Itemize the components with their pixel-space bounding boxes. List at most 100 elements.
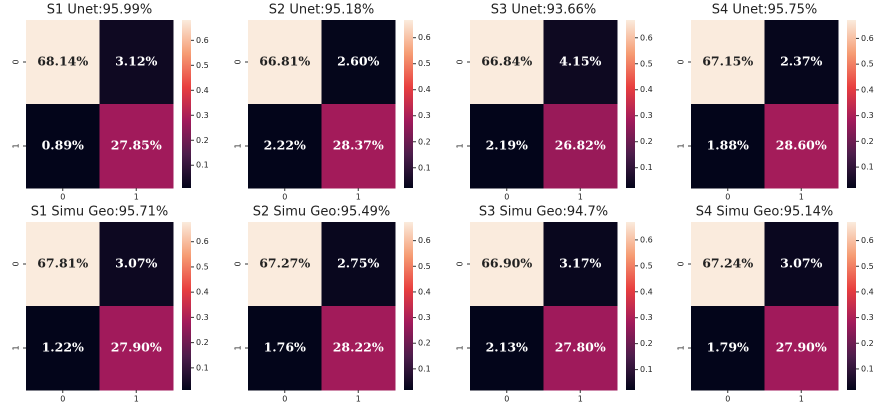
x-tick-label: 1 [799, 395, 804, 404]
cell-label: 2.60% [337, 54, 379, 69]
colorbar-tick-label: 0.6 [640, 33, 653, 42]
cell-label: 2.19% [486, 138, 528, 153]
colorbar [404, 20, 413, 188]
colorbar-tick-label: 0.4 [196, 86, 209, 95]
x-tick-label: 1 [134, 395, 139, 404]
x-tick-label: 1 [356, 395, 361, 404]
cell-label: 27.85% [111, 138, 162, 153]
cell-label: 3.17% [559, 256, 601, 271]
colorbar [626, 20, 635, 188]
heatmap-cell [321, 222, 396, 307]
heatmap-cell [99, 222, 174, 307]
colorbar-tick-label: 0.1 [861, 364, 874, 373]
y-tick-label: 1 [677, 143, 686, 148]
heatmap-cell [321, 104, 396, 189]
colorbar-tick-label: 0.5 [640, 59, 653, 68]
x-tick-label: 1 [799, 193, 804, 202]
y-tick-label: 0 [12, 59, 21, 64]
cell-label: 66.84% [481, 54, 532, 69]
heatmap-cell [26, 306, 100, 391]
colorbar-tick-label: 0.1 [861, 163, 874, 172]
chart-title: S1 Simu Geo:95.71% [31, 205, 169, 220]
y-tick-label: 1 [456, 345, 465, 350]
cell-label: 66.90% [481, 256, 532, 271]
colorbar [182, 222, 191, 390]
cell-label: 28.22% [333, 340, 384, 355]
colorbar-tick-label: 0.5 [861, 60, 874, 69]
colorbar-tick-label: 0.4 [640, 85, 653, 94]
heatmap-cell [543, 306, 618, 391]
colorbar-tick-label: 0.5 [196, 262, 209, 271]
colorbar-tick-label: 0.2 [640, 137, 653, 146]
chart-title: S3 Simu Geo:94.7% [479, 205, 608, 220]
colorbar-tick-label: 0.6 [640, 235, 653, 244]
colorbar-tick-label: 0.2 [196, 136, 209, 145]
chart-title: S4 Unet:95.75% [712, 3, 817, 18]
cell-label: 67.15% [702, 54, 753, 69]
colorbar-tick-label: 0.1 [196, 161, 209, 170]
colorbar-tick-label: 0.6 [861, 34, 874, 43]
y-tick-label: 1 [12, 143, 21, 148]
heatmap-cell [248, 222, 322, 307]
colorbar-tick-label: 0.5 [640, 261, 653, 270]
colorbar-tick-label: 0.5 [418, 262, 431, 271]
colorbar-tick-label: 0.1 [640, 365, 653, 374]
heatmap-cell [691, 104, 765, 189]
x-tick-label: 1 [356, 193, 361, 202]
colorbar-tick-label: 0.3 [640, 111, 653, 120]
colorbar-tick-label: 0.3 [640, 313, 653, 322]
heatmap-cell [470, 104, 544, 189]
colorbar-tick-label: 0.6 [196, 237, 209, 246]
heatmap-cell [26, 222, 100, 307]
heatmap-cell [764, 20, 839, 105]
colorbar-tick-label: 0.3 [418, 313, 431, 322]
cell-label: 67.81% [37, 256, 88, 271]
colorbar-tick-label: 0.4 [418, 85, 431, 94]
cell-label: 1.76% [264, 340, 306, 355]
colorbar-tick-label: 0.3 [418, 111, 431, 120]
cell-label: 3.07% [115, 256, 157, 271]
colorbar-tick-label: 0.2 [196, 338, 209, 347]
colorbar-tick-label: 0.4 [861, 85, 874, 94]
colorbar-tick-label: 0.5 [861, 262, 874, 271]
colorbar-tick-label: 0.3 [861, 111, 874, 120]
heatmap-cell [248, 20, 322, 105]
y-tick-label: 1 [234, 345, 243, 350]
heatmap-cell [248, 306, 322, 391]
colorbar-tick-label: 0.5 [196, 61, 209, 70]
cell-label: 2.75% [337, 256, 379, 271]
colorbar-tick-label: 0.3 [196, 313, 209, 322]
cell-label: 68.14% [37, 54, 88, 69]
heatmap-cell [248, 104, 322, 189]
colorbar [182, 20, 191, 188]
y-tick-label: 1 [456, 143, 465, 148]
x-tick-label: 1 [134, 193, 139, 202]
y-tick-label: 1 [234, 143, 243, 148]
colorbar-tick-label: 0.4 [640, 287, 653, 296]
cell-label: 66.81% [259, 54, 310, 69]
heatmap-cell [470, 20, 544, 105]
cell-label: 67.27% [259, 256, 310, 271]
y-tick-label: 1 [12, 345, 21, 350]
x-tick-label: 1 [578, 193, 583, 202]
cell-label: 1.88% [707, 138, 749, 153]
cell-label: 1.79% [707, 340, 749, 355]
colorbar-tick-label: 0.4 [418, 287, 431, 296]
y-tick-label: 0 [12, 261, 21, 266]
heatmap-cell [691, 20, 765, 105]
heatmap-cell [543, 20, 618, 105]
x-tick-label: 0 [60, 395, 65, 404]
y-tick-label: 0 [456, 59, 465, 64]
y-tick-label: 0 [456, 261, 465, 266]
chart-title: S3 Unet:93.66% [491, 3, 596, 18]
colorbar-tick-label: 0.2 [418, 339, 431, 348]
y-tick-label: 0 [677, 261, 686, 266]
colorbar-tick-label: 0.6 [196, 36, 209, 45]
cell-label: 27.90% [111, 340, 162, 355]
colorbar-tick-label: 0.1 [418, 364, 431, 373]
heatmap-cell [26, 20, 100, 105]
colorbar-tick-label: 0.4 [196, 288, 209, 297]
cell-label: 4.15% [559, 54, 601, 69]
x-tick-label: 0 [60, 193, 65, 202]
